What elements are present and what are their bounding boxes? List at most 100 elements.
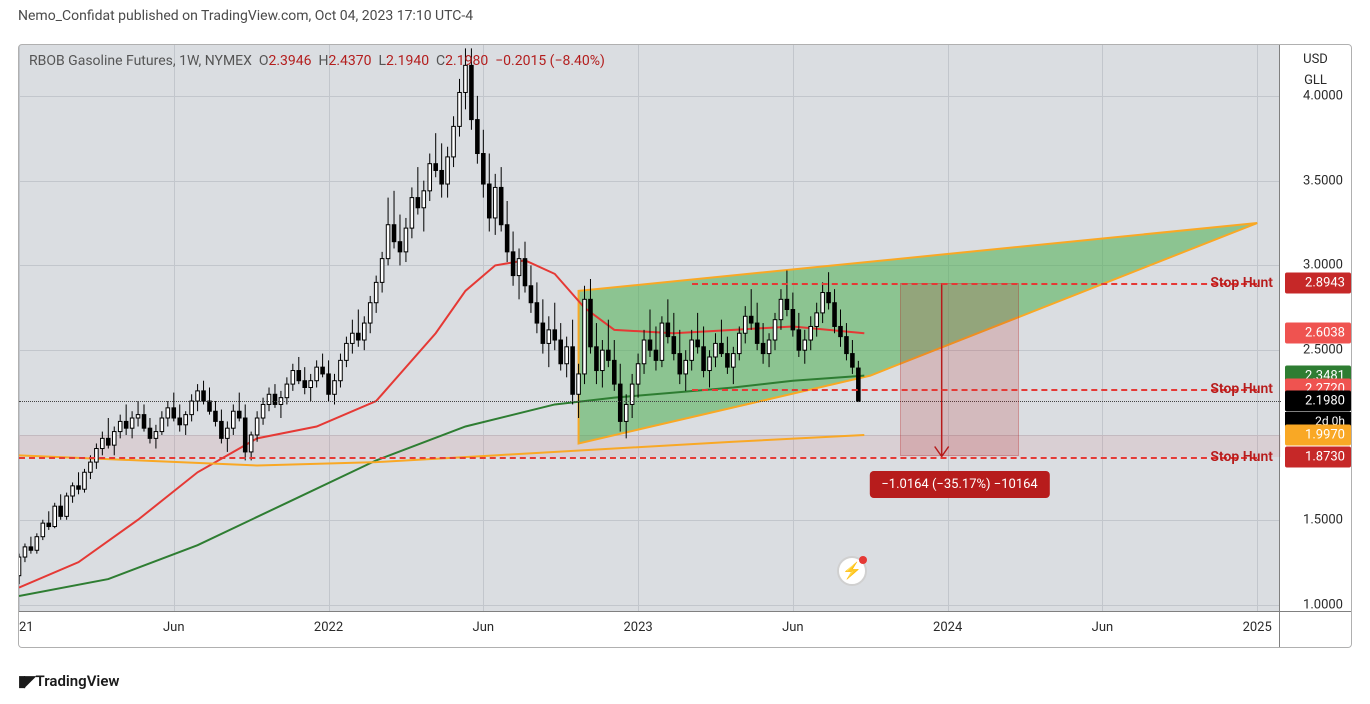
candle bbox=[470, 65, 474, 119]
candle bbox=[839, 326, 843, 336]
candle bbox=[160, 418, 164, 432]
candle bbox=[654, 350, 658, 360]
ohlc-low: 2.1940 bbox=[386, 53, 429, 69]
candle bbox=[607, 350, 611, 360]
candle bbox=[190, 401, 194, 415]
candle bbox=[815, 313, 819, 327]
candle bbox=[821, 293, 825, 313]
candle bbox=[755, 323, 759, 343]
candle bbox=[41, 523, 45, 537]
candle bbox=[237, 411, 241, 418]
candle bbox=[535, 303, 539, 323]
short-position-box[interactable] bbox=[900, 283, 1019, 456]
candle bbox=[59, 506, 63, 516]
plot-svg bbox=[19, 45, 1281, 613]
candle bbox=[672, 337, 676, 354]
candle bbox=[684, 360, 688, 374]
candle bbox=[732, 354, 736, 368]
idea-bolt-icon[interactable] bbox=[837, 556, 867, 586]
notification-dot-icon bbox=[859, 556, 867, 564]
stop-hunt-line[interactable] bbox=[692, 389, 1258, 391]
price-axis[interactable]: USD GLL 1.00001.50002.00002.50003.00003.… bbox=[1279, 45, 1351, 613]
candle bbox=[226, 428, 230, 438]
stop-hunt-line[interactable] bbox=[19, 457, 1257, 459]
candle bbox=[321, 367, 325, 374]
candle bbox=[761, 343, 765, 353]
candle bbox=[797, 330, 801, 350]
ytick-label: 2.5000 bbox=[1303, 343, 1343, 358]
candle bbox=[493, 187, 497, 218]
ohlc-high: 2.4370 bbox=[329, 53, 372, 69]
candle bbox=[595, 347, 599, 371]
axis-unit-usd: USD bbox=[1280, 49, 1351, 70]
candle bbox=[553, 330, 557, 340]
candle bbox=[857, 368, 861, 401]
candle bbox=[476, 120, 480, 154]
time-axis[interactable]: 2021Jun2022Jun2023Jun2024Jun2025 bbox=[19, 611, 1281, 647]
price-tag[interactable]: 1.9970 bbox=[1285, 425, 1351, 446]
candle bbox=[422, 191, 426, 208]
candle bbox=[678, 354, 682, 374]
candle bbox=[29, 547, 33, 550]
candle bbox=[392, 225, 396, 242]
candle bbox=[601, 350, 605, 370]
candle bbox=[398, 242, 402, 252]
candle bbox=[291, 371, 295, 385]
symbol-name: RBOB Gasoline Futures, 1W, NYMEX bbox=[29, 53, 252, 69]
candle bbox=[89, 462, 93, 472]
candle bbox=[833, 303, 837, 327]
tradingview-logo: TradingView bbox=[18, 672, 119, 690]
ohlc-open: 2.3946 bbox=[269, 53, 312, 69]
candle bbox=[571, 347, 575, 394]
candle bbox=[368, 303, 372, 323]
price-tag[interactable]: 2.1980 bbox=[1285, 391, 1351, 412]
candle bbox=[166, 408, 170, 418]
candle bbox=[559, 340, 563, 364]
candle bbox=[184, 415, 188, 425]
chart-plot-area[interactable]: RBOB Gasoline Futures, 1W, NYMEX O2.3946… bbox=[19, 45, 1281, 613]
price-tag[interactable]: 1.8730 bbox=[1285, 446, 1351, 467]
candle bbox=[47, 523, 51, 526]
candle bbox=[196, 391, 200, 401]
xtick-label: Jun bbox=[163, 620, 185, 635]
axis-unit-block: USD GLL bbox=[1280, 49, 1351, 91]
candle bbox=[172, 408, 176, 418]
candle bbox=[214, 411, 218, 421]
axis-corner bbox=[1279, 611, 1351, 647]
candle bbox=[464, 65, 468, 92]
candle bbox=[374, 282, 378, 302]
candle bbox=[529, 286, 533, 303]
candle bbox=[690, 340, 694, 360]
candle bbox=[148, 428, 152, 438]
ma-line-orange bbox=[19, 435, 864, 466]
candle bbox=[809, 326, 813, 340]
candle bbox=[749, 316, 753, 323]
candle bbox=[95, 449, 99, 463]
candle bbox=[77, 486, 81, 489]
candle bbox=[499, 187, 503, 224]
candle bbox=[720, 343, 724, 353]
price-tag[interactable]: 2.6038 bbox=[1285, 322, 1351, 343]
candle bbox=[648, 340, 652, 350]
publish-line: Nemo_Confidat published on TradingView.c… bbox=[18, 8, 473, 24]
stop-hunt-line[interactable] bbox=[692, 283, 1258, 285]
xtick-label: 2024 bbox=[933, 620, 962, 635]
candle bbox=[624, 404, 628, 421]
candle bbox=[18, 557, 21, 576]
candle bbox=[743, 316, 747, 333]
candle bbox=[118, 421, 122, 431]
candle bbox=[357, 333, 361, 340]
candle bbox=[577, 374, 581, 394]
xtick-label: Jun bbox=[1092, 620, 1114, 635]
candle bbox=[339, 360, 343, 380]
chart-frame: RBOB Gasoline Futures, 1W, NYMEX O2.3946… bbox=[18, 44, 1352, 648]
candle bbox=[303, 381, 307, 388]
xtick-label: Jun bbox=[473, 620, 495, 635]
candle bbox=[83, 472, 87, 489]
candle bbox=[642, 340, 646, 364]
candle bbox=[541, 323, 545, 343]
price-tag[interactable]: 2.8943 bbox=[1285, 273, 1351, 294]
candle bbox=[565, 347, 569, 364]
ohlc-legend: RBOB Gasoline Futures, 1W, NYMEX O2.3946… bbox=[29, 53, 605, 69]
candle bbox=[696, 340, 700, 347]
